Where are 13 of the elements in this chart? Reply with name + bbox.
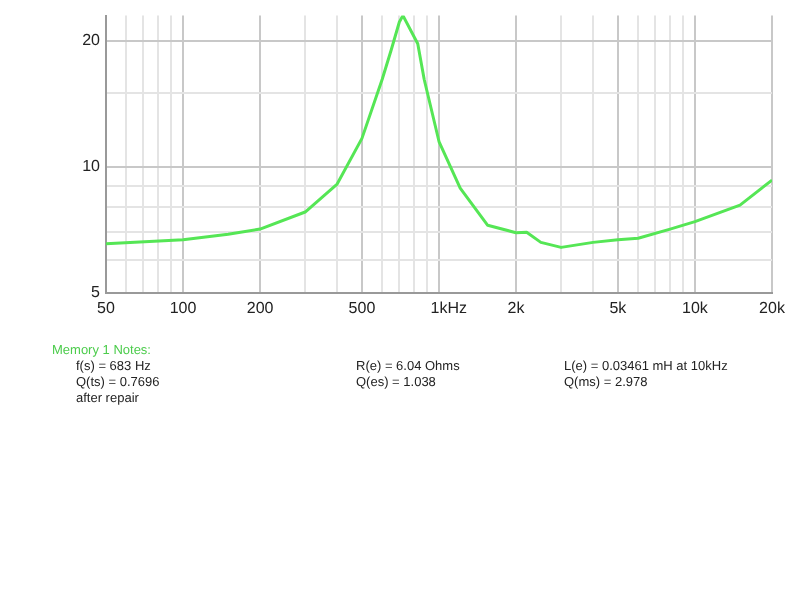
x-tick-label: 100: [169, 298, 198, 317]
x-tick-label: 200: [246, 298, 275, 317]
x-tick-label: 1k: [430, 298, 450, 317]
x-tick-label: 20k: [759, 298, 787, 317]
y-tick-label: 20: [82, 31, 102, 50]
x-tick-label: 5k: [609, 298, 629, 317]
x-tick-label: 500: [348, 298, 377, 317]
x-tick-label: 2k: [507, 298, 527, 317]
x-tick-label: 10k: [682, 298, 710, 317]
x-axis-title: Hz: [447, 299, 468, 318]
x-tick-label: 50: [97, 298, 116, 317]
y-tick-label: 5: [91, 283, 102, 302]
y-tick-label: 10: [82, 157, 102, 176]
